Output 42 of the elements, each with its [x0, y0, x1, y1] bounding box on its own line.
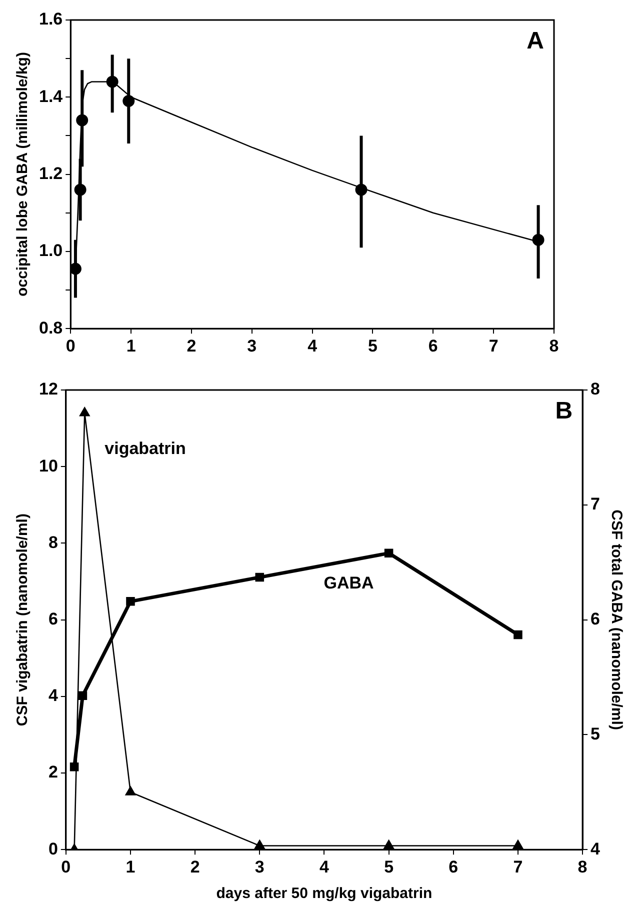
x-tick-label: 2: [186, 336, 196, 356]
series-label: GABA: [324, 573, 374, 592]
x-axis-title: days after 50 mg/kg vigabatrin: [216, 885, 432, 902]
y-tick-label: 12: [38, 380, 58, 399]
y2-tick-label: 6: [590, 609, 600, 628]
x-tick-label: 4: [319, 857, 330, 876]
x-tick-label: 1: [126, 857, 136, 876]
x-tick-label: 7: [488, 336, 498, 356]
y-tick-label: 0.8: [38, 318, 63, 338]
y-tick-label: 0: [48, 839, 58, 858]
y-tick-label: 1.4: [38, 86, 64, 106]
x-tick-label: 6: [428, 336, 438, 356]
y-axis-title: occipital lobe GABA (millimole/kg): [14, 52, 32, 297]
annotation: A: [526, 28, 544, 55]
y-tick-label: 6: [48, 609, 58, 628]
x-tick-label: 4: [308, 336, 318, 356]
y-tick-label: 1.2: [38, 164, 63, 183]
x-tick-label: 5: [368, 336, 378, 356]
x-tick-label: 8: [549, 336, 559, 356]
y-tick-label: 2: [48, 762, 58, 782]
y-axis-title: CSF vigabatrin (nanomole/ml): [14, 514, 32, 726]
x-tick-label: 5: [384, 857, 394, 876]
y2-tick-label: 7: [590, 494, 600, 514]
x-tick-label: 1: [126, 336, 136, 356]
x-tick-label: 3: [254, 857, 264, 876]
x-tick-label: 2: [190, 857, 200, 876]
y-tick-label: 10: [38, 456, 58, 476]
series-label: vigabatrin: [104, 439, 186, 458]
y-tick-label: 1.6: [38, 10, 63, 29]
y-tick-label: 1.0: [38, 241, 63, 260]
x-tick-label: 6: [448, 857, 458, 876]
y2-tick-label: 5: [590, 724, 600, 744]
y2-tick-label: 4: [590, 839, 601, 858]
y2-tick-label: 8: [590, 380, 600, 399]
y-tick-label: 4: [48, 686, 58, 706]
x-tick-label: 3: [247, 336, 257, 356]
y2-axis-title: CSF total GABA (nanomole/ml): [608, 510, 625, 730]
x-tick-label: 7: [513, 857, 523, 876]
x-tick-label: 0: [66, 336, 76, 356]
x-tick-label: 8: [578, 857, 588, 876]
y-tick-label: 8: [48, 532, 58, 552]
annotation: B: [555, 398, 573, 425]
